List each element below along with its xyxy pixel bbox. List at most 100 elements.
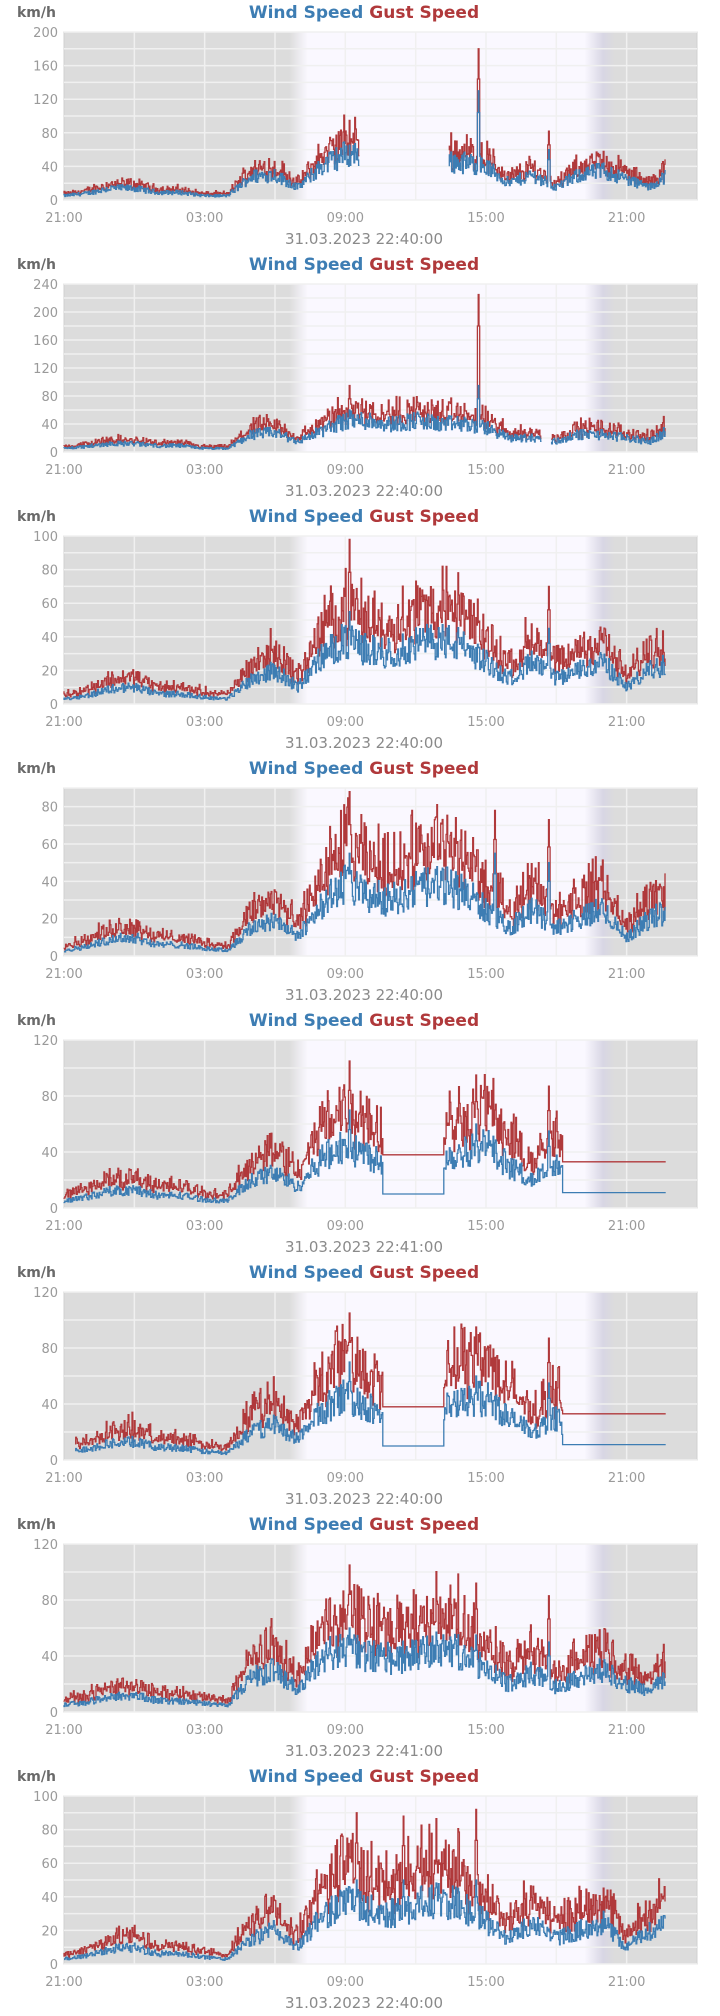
legend-wind-speed[interactable]: Wind Speed <box>249 1263 363 1283</box>
x-tick-label: 21:00 <box>45 967 82 982</box>
y-tick-label: 40 <box>41 418 58 433</box>
y-unit-label: km/h <box>17 1517 56 1533</box>
y-tick-label: 40 <box>41 1650 58 1665</box>
y-tick-label: 40 <box>41 631 58 646</box>
y-tick-label: 120 <box>33 93 58 108</box>
gust-speed-line <box>63 791 666 951</box>
y-tick-label: 80 <box>41 1342 58 1357</box>
x-tick-label: 15:00 <box>467 715 504 730</box>
x-tick-label: 21:00 <box>45 1219 82 1234</box>
chart-title: Wind Speed Gust Speed <box>249 507 479 527</box>
timestamp: 31.03.2023 22:40:00 <box>285 230 443 248</box>
x-tick-label: 15:00 <box>467 211 504 226</box>
gust-speed-line <box>63 48 666 197</box>
y-tick-label: 40 <box>41 1891 58 1906</box>
y-tick-label: 20 <box>41 1924 58 1939</box>
legend-wind-speed[interactable]: Wind Speed <box>249 255 363 275</box>
chart-title: Wind Speed Gust Speed <box>249 1515 479 1535</box>
x-tick-label: 09:00 <box>327 1471 364 1486</box>
y-tick-label: 120 <box>33 1538 58 1553</box>
chart-svg: 0 40 80 120 21:00 03:00 09:00 15:00 21:00 km/h Win… <box>17 1515 698 1760</box>
y-tick-label: 20 <box>41 913 58 928</box>
legend-wind-speed[interactable]: Wind Speed <box>249 3 363 23</box>
legend-gust-speed[interactable]: Gust Speed <box>369 1011 479 1031</box>
y-tick-label: 0 <box>50 194 58 209</box>
gust-speed-line <box>63 538 666 698</box>
chart-title: Wind Speed Gust Speed <box>249 3 479 23</box>
y-tick-label: 40 <box>41 1146 58 1161</box>
y-tick-label: 120 <box>33 1286 58 1301</box>
legend-wind-speed[interactable]: Wind Speed <box>249 1515 363 1535</box>
y-tick-label: 60 <box>41 597 58 612</box>
x-tick-label: 09:00 <box>327 463 364 478</box>
legend-wind-speed[interactable]: Wind Speed <box>249 1767 363 1787</box>
legend-gust-speed[interactable]: Gust Speed <box>369 1767 479 1787</box>
y-tick-label: 40 <box>41 160 58 175</box>
wind-speed-line <box>63 610 666 701</box>
y-unit-label: km/h <box>17 257 56 273</box>
y-unit-label: km/h <box>17 1265 56 1281</box>
timestamp: 31.03.2023 22:40:00 <box>285 1490 443 1508</box>
legend-gust-speed[interactable]: Gust Speed <box>369 759 479 779</box>
timestamp: 31.03.2023 22:40:00 <box>285 986 443 1004</box>
x-tick-label: 09:00 <box>327 715 364 730</box>
x-tick-label: 21:00 <box>45 211 82 226</box>
wind-chart: 0 20 40 60 80 21:00 03:00 09:00 15:00 21:00 km/h Wi… <box>0 756 720 1008</box>
chart-title: Wind Speed Gust Speed <box>249 759 479 779</box>
timestamp: 31.03.2023 22:40:00 <box>285 734 443 752</box>
y-tick-label: 60 <box>41 838 58 853</box>
x-tick-label: 15:00 <box>467 463 504 478</box>
chart-svg: 0 40 80 120 160 200 21:00 03:00 09:00 15:00 21:00 k… <box>17 3 698 248</box>
wind-chart: 0 20 40 60 80 100 21:00 03:00 09:00 15:00 21:00 km/… <box>0 504 720 756</box>
x-tick-label: 09:00 <box>327 1723 364 1738</box>
chart-title: Wind Speed Gust Speed <box>249 1767 479 1787</box>
x-tick-label: 15:00 <box>467 1471 504 1486</box>
x-tick-label: 21:00 <box>608 1723 645 1738</box>
x-tick-label: 09:00 <box>327 1219 364 1234</box>
gust-speed-line <box>75 1312 666 1452</box>
legend-gust-speed[interactable]: Gust Speed <box>369 3 479 23</box>
y-tick-label: 80 <box>41 127 58 142</box>
x-tick-label: 15:00 <box>467 1975 504 1990</box>
timestamp: 31.03.2023 22:41:00 <box>285 1742 443 1760</box>
wind-speed-line <box>63 384 666 450</box>
y-tick-label: 80 <box>41 1594 58 1609</box>
y-tick-label: 0 <box>50 1706 58 1721</box>
x-tick-label: 03:00 <box>186 967 223 982</box>
chart-svg: 0 40 80 120 21:00 03:00 09:00 15:00 21:00 km/h Win… <box>17 1263 698 1508</box>
legend-gust-speed[interactable]: Gust Speed <box>369 1263 479 1283</box>
wind-chart: 0 40 80 120 21:00 03:00 09:00 15:00 21:00 km/h Win… <box>0 1008 720 1260</box>
y-tick-label: 100 <box>33 530 58 545</box>
y-tick-label: 80 <box>41 1824 58 1839</box>
x-tick-label: 21:00 <box>608 967 645 982</box>
x-tick-label: 21:00 <box>608 463 645 478</box>
x-tick-label: 03:00 <box>186 463 223 478</box>
gust-speed-line <box>63 1564 666 1705</box>
x-tick-label: 21:00 <box>608 1219 645 1234</box>
wind-chart: 0 20 40 60 80 100 21:00 03:00 09:00 15:00 21:00 km/… <box>0 1764 720 2016</box>
y-tick-label: 40 <box>41 1398 58 1413</box>
chart-title: Wind Speed Gust Speed <box>249 1011 479 1031</box>
legend-gust-speed[interactable]: Gust Speed <box>369 1515 479 1535</box>
y-unit-label: km/h <box>17 1769 56 1785</box>
y-tick-label: 120 <box>33 362 58 377</box>
x-tick-label: 21:00 <box>608 715 645 730</box>
legend-gust-speed[interactable]: Gust Speed <box>369 255 479 275</box>
legend-gust-speed[interactable]: Gust Speed <box>369 507 479 527</box>
gust-speed-line <box>63 1060 666 1200</box>
wind-speed-line <box>63 1627 666 1708</box>
chart-svg: 0 20 40 60 80 100 21:00 03:00 09:00 15:00 21:00 km/… <box>17 507 698 752</box>
gust-speed-line <box>63 1808 666 1959</box>
x-tick-label: 03:00 <box>186 1471 223 1486</box>
legend-wind-speed[interactable]: Wind Speed <box>249 759 363 779</box>
y-tick-label: 200 <box>33 26 58 41</box>
x-tick-label: 15:00 <box>467 967 504 982</box>
x-tick-label: 09:00 <box>327 967 364 982</box>
y-tick-label: 0 <box>50 950 58 965</box>
chart-svg: 0 40 80 120 21:00 03:00 09:00 15:00 21:00 km/h Win… <box>17 1011 698 1256</box>
wind-chart: 0 40 80 120 21:00 03:00 09:00 15:00 21:00 km/h Win… <box>0 1260 720 1512</box>
wind-speed-line <box>63 1109 666 1204</box>
legend-wind-speed[interactable]: Wind Speed <box>249 507 363 527</box>
legend-wind-speed[interactable]: Wind Speed <box>249 1011 363 1031</box>
wind-chart: 0 40 80 120 160 200 240 21:00 03:00 09:00 15:00 21:… <box>0 252 720 504</box>
